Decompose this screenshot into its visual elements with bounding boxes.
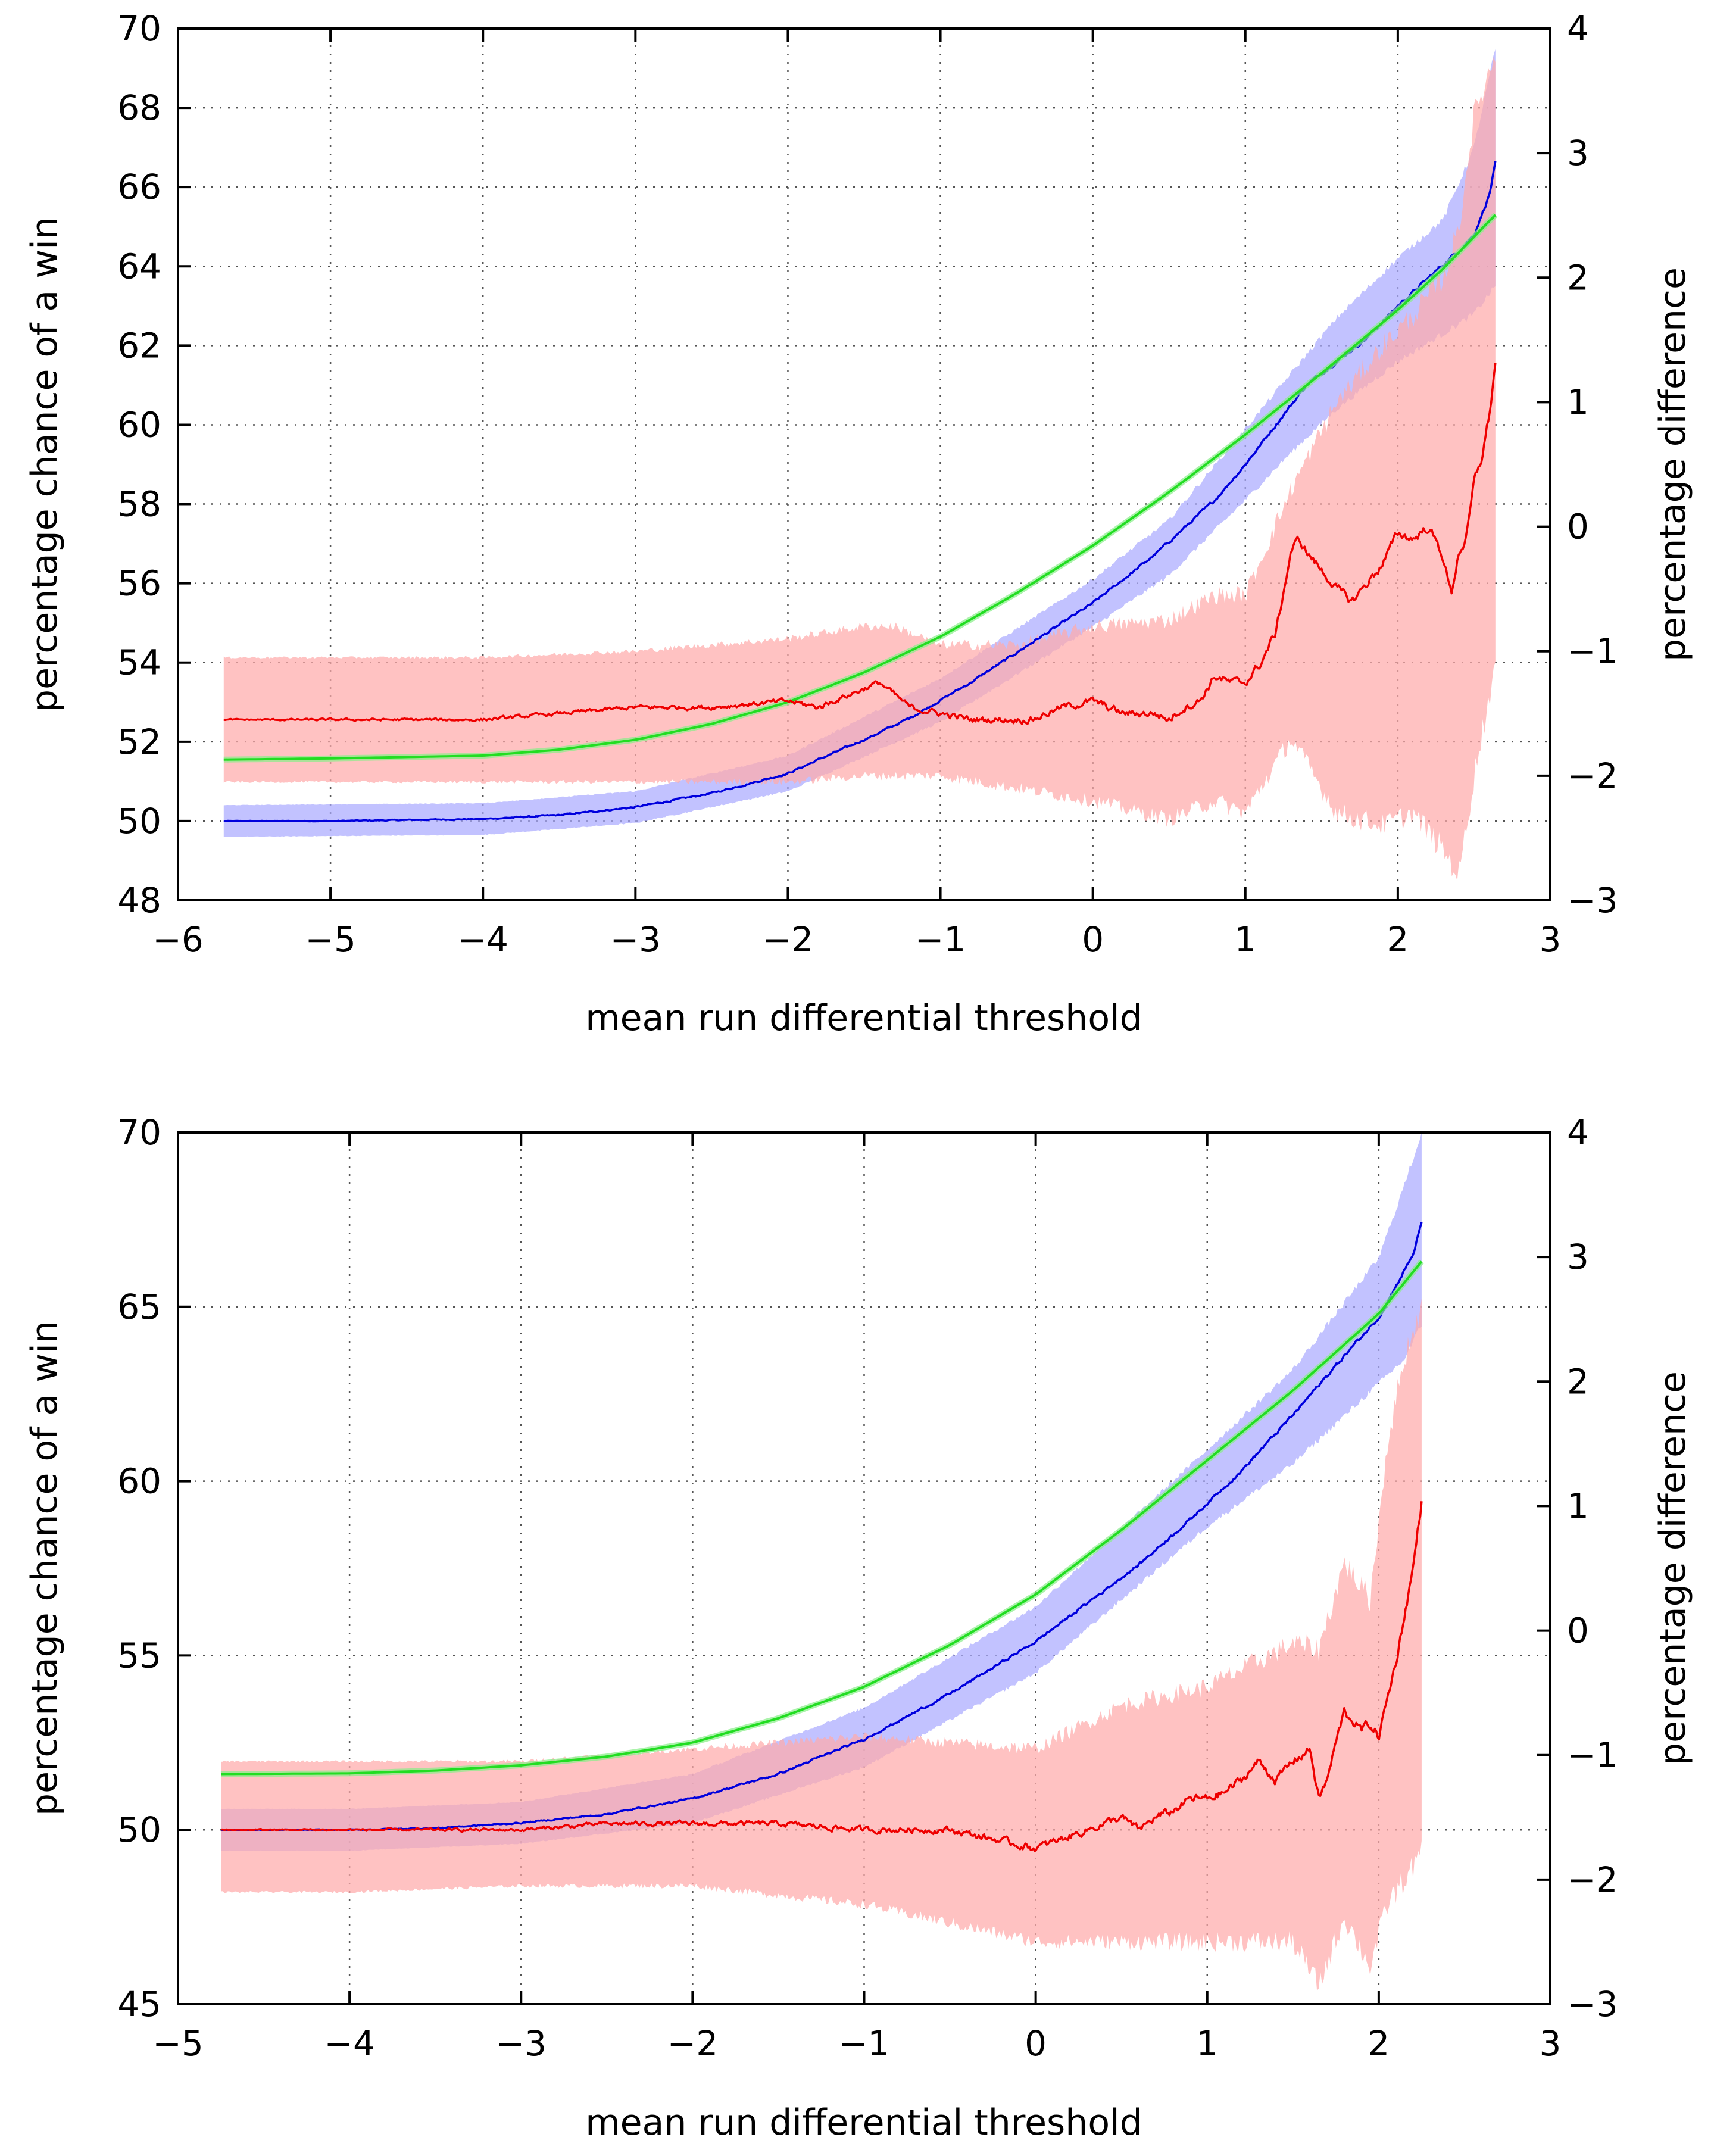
bottom-y2-tick-label: 1 <box>1567 1486 1589 1526</box>
top-series-lines <box>223 161 1498 823</box>
top-y-tick-label: 54 <box>117 642 161 683</box>
top-band-difference-band <box>223 57 1496 881</box>
top-x-tick-label: −5 <box>305 919 356 960</box>
top-x-axis-title: mean run differential threshold <box>585 997 1142 1039</box>
top-y-tick-label: 56 <box>117 563 161 604</box>
bottom-x-tick-label: 0 <box>1025 2023 1047 2064</box>
top-line-observed-win-percentage <box>223 161 1497 823</box>
top-band-observed-band <box>223 49 1496 837</box>
top-axis-ticks <box>177 27 1551 901</box>
bottom-y2-tick-label: 3 <box>1567 1237 1589 1277</box>
bottom-x-tick-label: −4 <box>324 2023 375 2064</box>
top-x-tick-label: 1 <box>1234 919 1256 960</box>
top-y-tick-label: 48 <box>117 880 161 921</box>
top-y2-tick-label: −1 <box>1567 631 1618 672</box>
bottom-band-observed-band <box>221 1132 1422 1851</box>
top-line-percentage-difference <box>223 363 1497 725</box>
bottom-y2-tick-label: 2 <box>1567 1361 1589 1402</box>
bottom-y2-tick-label: −3 <box>1567 1984 1618 2024</box>
bottom-y2-tick-labels: −3 −2 −1 0 1 2 3 4 <box>1567 1112 1618 2024</box>
top-y-tick-label: 58 <box>117 484 161 525</box>
top-x-tick-label: 2 <box>1387 919 1409 960</box>
bottom-x-axis-title: mean run differential threshold <box>585 2102 1142 2143</box>
bottom-x-tick-label: 1 <box>1196 2023 1218 2064</box>
bottom-y2-tick-label: 4 <box>1567 1112 1589 1153</box>
bottom-series-lines <box>220 1222 1424 1852</box>
top-x-tick-label: −1 <box>915 919 966 960</box>
top-x-tick-label: −4 <box>457 919 508 960</box>
top-y-tick-label: 70 <box>117 8 161 49</box>
top-x-tick-label: 0 <box>1082 919 1104 960</box>
top-y2-tick-label: 4 <box>1567 8 1589 49</box>
top-y2-tick-label: −2 <box>1567 756 1618 796</box>
top-y-axis-title: percentage chance of a win <box>24 217 65 712</box>
bottom-y2-tick-label: −1 <box>1567 1735 1618 1776</box>
bottom-x-tick-label: −5 <box>152 2023 204 2064</box>
bottom-y-axis-title: percentage chance of a win <box>24 1321 65 1816</box>
top-x-tick-label: 3 <box>1540 919 1562 960</box>
bottom-y2-axis-title: percentage difference <box>1652 1371 1694 1765</box>
bottom-y-tick-label: 60 <box>117 1461 161 1502</box>
top-y2-tick-label: 0 <box>1567 507 1589 547</box>
top-y2-tick-label: 1 <box>1567 382 1589 422</box>
bottom-x-tick-label: −2 <box>667 2023 719 2064</box>
bottom-y-tick-label: 65 <box>117 1287 161 1327</box>
bottom-y-tick-label: 50 <box>117 1809 161 1850</box>
bottom-y-tick-label: 70 <box>117 1112 161 1153</box>
top-y-tick-label: 68 <box>117 88 161 128</box>
bottom-x-tick-label: 2 <box>1368 2023 1390 2064</box>
top-y2-axis-title: percentage difference <box>1652 267 1694 662</box>
bottom-y2-tick-label: 0 <box>1567 1611 1589 1651</box>
top-y-tick-label: 64 <box>117 246 161 286</box>
bottom-y-tick-label: 55 <box>117 1635 161 1675</box>
bottom-x-tick-label: −1 <box>839 2023 890 2064</box>
top-y2-tick-label: 3 <box>1567 133 1589 173</box>
top-y2-tick-label: 2 <box>1567 257 1589 298</box>
top-chart: −6 −5 −4 −3 −2 −1 0 1 2 3 48 50 52 54 56 58 60 62 64 66 68 7… <box>24 8 1694 1039</box>
bottom-x-tick-label: 3 <box>1540 2023 1562 2064</box>
top-y2-tick-labels: −3 −2 −1 0 1 2 3 4 <box>1567 8 1618 921</box>
top-x-tick-label: −6 <box>152 919 204 960</box>
top-y-tick-labels: 48 50 52 54 56 58 60 62 64 66 68 70 <box>117 8 161 921</box>
top-x-tick-label: −2 <box>763 919 814 960</box>
top-x-tick-label: −3 <box>610 919 661 960</box>
bottom-y2-tick-label: −2 <box>1567 1859 1618 1900</box>
top-y-tick-label: 60 <box>117 404 161 445</box>
top-y2-tick-label: −3 <box>1567 880 1618 921</box>
bottom-x-tick-label: −3 <box>496 2023 547 2064</box>
top-plot-frame <box>177 27 1551 901</box>
bottom-line-model-prediction <box>220 1260 1423 1776</box>
bottom-x-tick-labels: −5 −4 −3 −2 −1 0 1 2 3 <box>152 2023 1561 2064</box>
top-x-tick-labels: −6 −5 −4 −3 −2 −1 0 1 2 3 <box>152 919 1561 960</box>
bottom-y-tick-labels: 45 50 55 60 65 70 <box>117 1112 161 2024</box>
top-y-tick-label: 52 <box>117 722 161 762</box>
top-line-model-prediction <box>223 214 1497 761</box>
bottom-y-tick-label: 45 <box>117 1984 161 2024</box>
top-y-tick-label: 62 <box>117 325 161 366</box>
top-y-tick-label: 50 <box>117 801 161 841</box>
bottom-line-percentage-difference <box>220 1501 1423 1852</box>
top-confidence-bands <box>223 49 1496 881</box>
top-y-tick-label: 66 <box>117 167 161 207</box>
bottom-axis-ticks <box>177 1131 1551 2005</box>
